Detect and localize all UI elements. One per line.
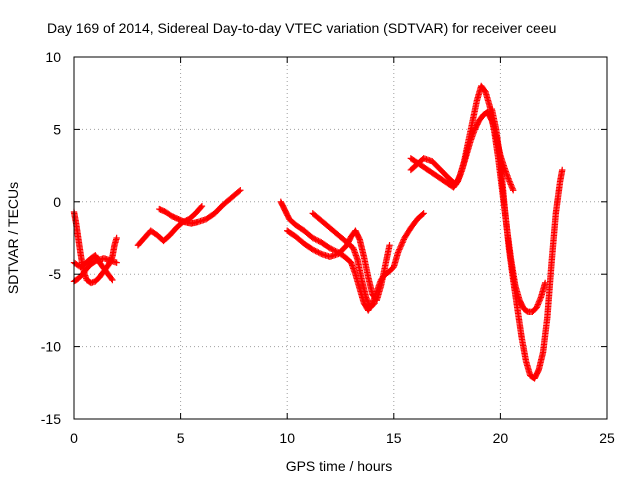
data-markers bbox=[70, 82, 566, 382]
series-track-d bbox=[134, 202, 206, 249]
grid-lines bbox=[74, 57, 607, 419]
data-point bbox=[329, 246, 336, 253]
data-point bbox=[309, 234, 316, 242]
data-point bbox=[113, 259, 120, 266]
y-tick-label: -10 bbox=[41, 339, 61, 355]
data-point bbox=[507, 181, 514, 188]
x-tick-label: 5 bbox=[177, 430, 185, 446]
data-point bbox=[365, 299, 372, 307]
data-point bbox=[535, 299, 542, 307]
data-point bbox=[198, 202, 206, 210]
data-point bbox=[311, 247, 318, 254]
chart-title: Day 169 of 2014, Sidereal Day-to-day VTE… bbox=[47, 20, 556, 36]
x-tick-label: 0 bbox=[70, 430, 78, 446]
data-point bbox=[536, 297, 543, 304]
data-point bbox=[237, 187, 244, 194]
y-tick-label: 10 bbox=[45, 49, 61, 65]
data-point bbox=[533, 304, 540, 311]
data-point bbox=[197, 203, 205, 211]
data-point bbox=[313, 248, 321, 255]
x-axis-label: GPS time / hours bbox=[286, 458, 393, 474]
data-point bbox=[328, 245, 335, 253]
data-point bbox=[362, 294, 370, 301]
data-point bbox=[534, 301, 542, 308]
x-tick-label: 20 bbox=[493, 430, 509, 446]
data-point bbox=[398, 240, 406, 247]
data-point bbox=[315, 249, 322, 256]
data-point bbox=[508, 184, 516, 191]
data-point bbox=[395, 247, 402, 255]
data-point bbox=[315, 237, 322, 245]
x-tick-label: 10 bbox=[279, 430, 295, 446]
series-track-g bbox=[284, 227, 393, 304]
data-point bbox=[505, 176, 513, 184]
data-point bbox=[506, 179, 514, 187]
data-point bbox=[398, 242, 405, 249]
data-point bbox=[235, 188, 243, 195]
y-axis-label: SDTVAR / TECUs bbox=[5, 182, 21, 294]
data-point bbox=[508, 182, 515, 190]
y-tick-label: -5 bbox=[49, 266, 62, 282]
data-point bbox=[399, 239, 406, 246]
data-point bbox=[394, 249, 402, 256]
data-point bbox=[534, 302, 541, 310]
data-point bbox=[311, 235, 318, 242]
data-point bbox=[113, 234, 120, 242]
y-tick-label: 5 bbox=[53, 121, 61, 137]
data-point bbox=[420, 210, 427, 217]
data-point bbox=[386, 242, 393, 249]
data-point bbox=[396, 246, 403, 253]
data-point bbox=[313, 236, 321, 244]
data-point bbox=[506, 178, 513, 185]
series-track-c bbox=[70, 252, 116, 284]
series-track-e bbox=[156, 187, 244, 227]
data-point bbox=[535, 298, 543, 305]
y-tick-label: -15 bbox=[41, 411, 61, 427]
data-point bbox=[537, 295, 544, 303]
data-point bbox=[370, 301, 377, 308]
data-point bbox=[399, 237, 407, 245]
data-point bbox=[363, 295, 370, 303]
data-point bbox=[397, 243, 404, 250]
data-point bbox=[509, 187, 517, 194]
data-point bbox=[364, 298, 372, 305]
x-tick-label: 15 bbox=[386, 430, 402, 446]
series-track-b bbox=[70, 255, 120, 285]
data-point bbox=[312, 236, 319, 243]
data-point bbox=[509, 185, 516, 192]
axis-ticks: 0 5 10 15 20 25 -15 -10 -5 0 5 10 bbox=[41, 49, 615, 446]
data-point bbox=[108, 275, 115, 283]
data-point bbox=[419, 211, 426, 218]
series-track-k bbox=[488, 105, 566, 382]
x-tick-label: 25 bbox=[599, 430, 615, 446]
series-track-h bbox=[309, 210, 378, 311]
plot-frame bbox=[73, 56, 608, 420]
y-tick-label: 0 bbox=[53, 194, 61, 210]
data-point bbox=[371, 299, 378, 307]
data-point bbox=[326, 244, 334, 252]
data-point bbox=[312, 247, 319, 255]
data-point bbox=[316, 250, 324, 257]
data-point bbox=[396, 244, 404, 252]
data-point bbox=[309, 246, 316, 253]
data-point bbox=[109, 276, 116, 284]
data-point bbox=[559, 166, 566, 174]
data-point bbox=[364, 297, 371, 304]
